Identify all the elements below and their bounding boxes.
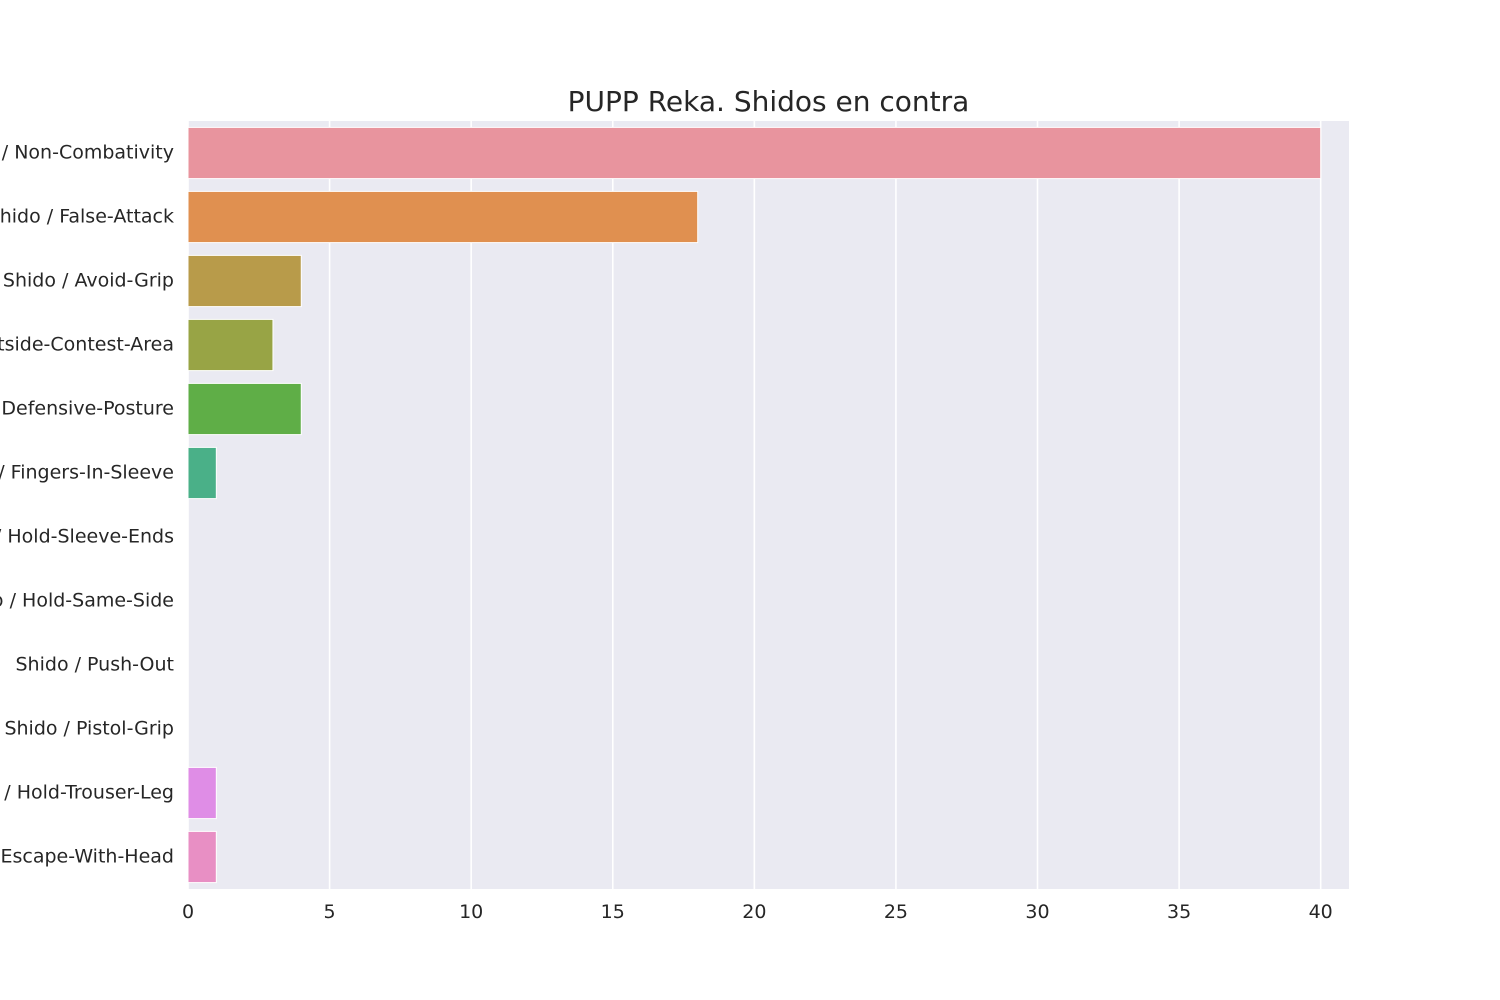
x-tick-label: 20 bbox=[742, 901, 766, 923]
y-tick-label: Shido / Avoid-Grip bbox=[3, 270, 174, 292]
bar bbox=[187, 766, 217, 820]
y-tick-label: Shido / Outside-Contest-Area bbox=[0, 334, 174, 356]
y-tick-label: Shido / Non-Combativity bbox=[0, 142, 174, 164]
plot-area bbox=[188, 121, 1349, 889]
bar bbox=[187, 446, 217, 500]
y-tick-label: Shido / Hold-Sleeve-Ends bbox=[0, 526, 174, 548]
y-tick-label: Shido / Escape-With-Head bbox=[0, 846, 174, 868]
bars bbox=[187, 126, 1322, 884]
x-tick-label: 5 bbox=[324, 901, 336, 923]
x-tick-label: 10 bbox=[459, 901, 483, 923]
gridlines bbox=[187, 121, 1322, 889]
y-tick-label: Shido / Pistol-Grip bbox=[4, 718, 174, 740]
bar bbox=[187, 382, 302, 436]
y-tick-label: Shido / Defensive-Posture bbox=[0, 398, 174, 420]
x-tick-labels: 0 5 10 15 20 25 30 35 40 bbox=[182, 901, 1333, 923]
bar bbox=[187, 254, 302, 308]
bar bbox=[187, 190, 699, 244]
y-tick-label: Shido / Hold-Same-Side bbox=[0, 590, 174, 612]
x-tick-label: 40 bbox=[1309, 901, 1333, 923]
x-tick-label: 0 bbox=[182, 901, 194, 923]
x-tick-label: 25 bbox=[884, 901, 908, 923]
y-tick-label: Shido / Hold-Trouser-Leg bbox=[0, 782, 174, 804]
bar bbox=[187, 318, 274, 372]
chart-title: PUPP Reka. Shidos en contra bbox=[568, 85, 970, 118]
y-tick-label: Shido / Fingers-In-Sleeve bbox=[0, 462, 174, 484]
y-tick-labels: Shido / Non-Combativity Shido / False-Att… bbox=[0, 142, 174, 868]
y-tick-label: Shido / False-Attack bbox=[0, 206, 174, 228]
x-tick-label: 35 bbox=[1167, 901, 1191, 923]
y-tick-label: Shido / Push-Out bbox=[16, 654, 175, 676]
x-tick-label: 30 bbox=[1025, 901, 1049, 923]
x-tick-label: 15 bbox=[601, 901, 625, 923]
bar bbox=[187, 126, 1322, 180]
bar bbox=[187, 830, 217, 884]
